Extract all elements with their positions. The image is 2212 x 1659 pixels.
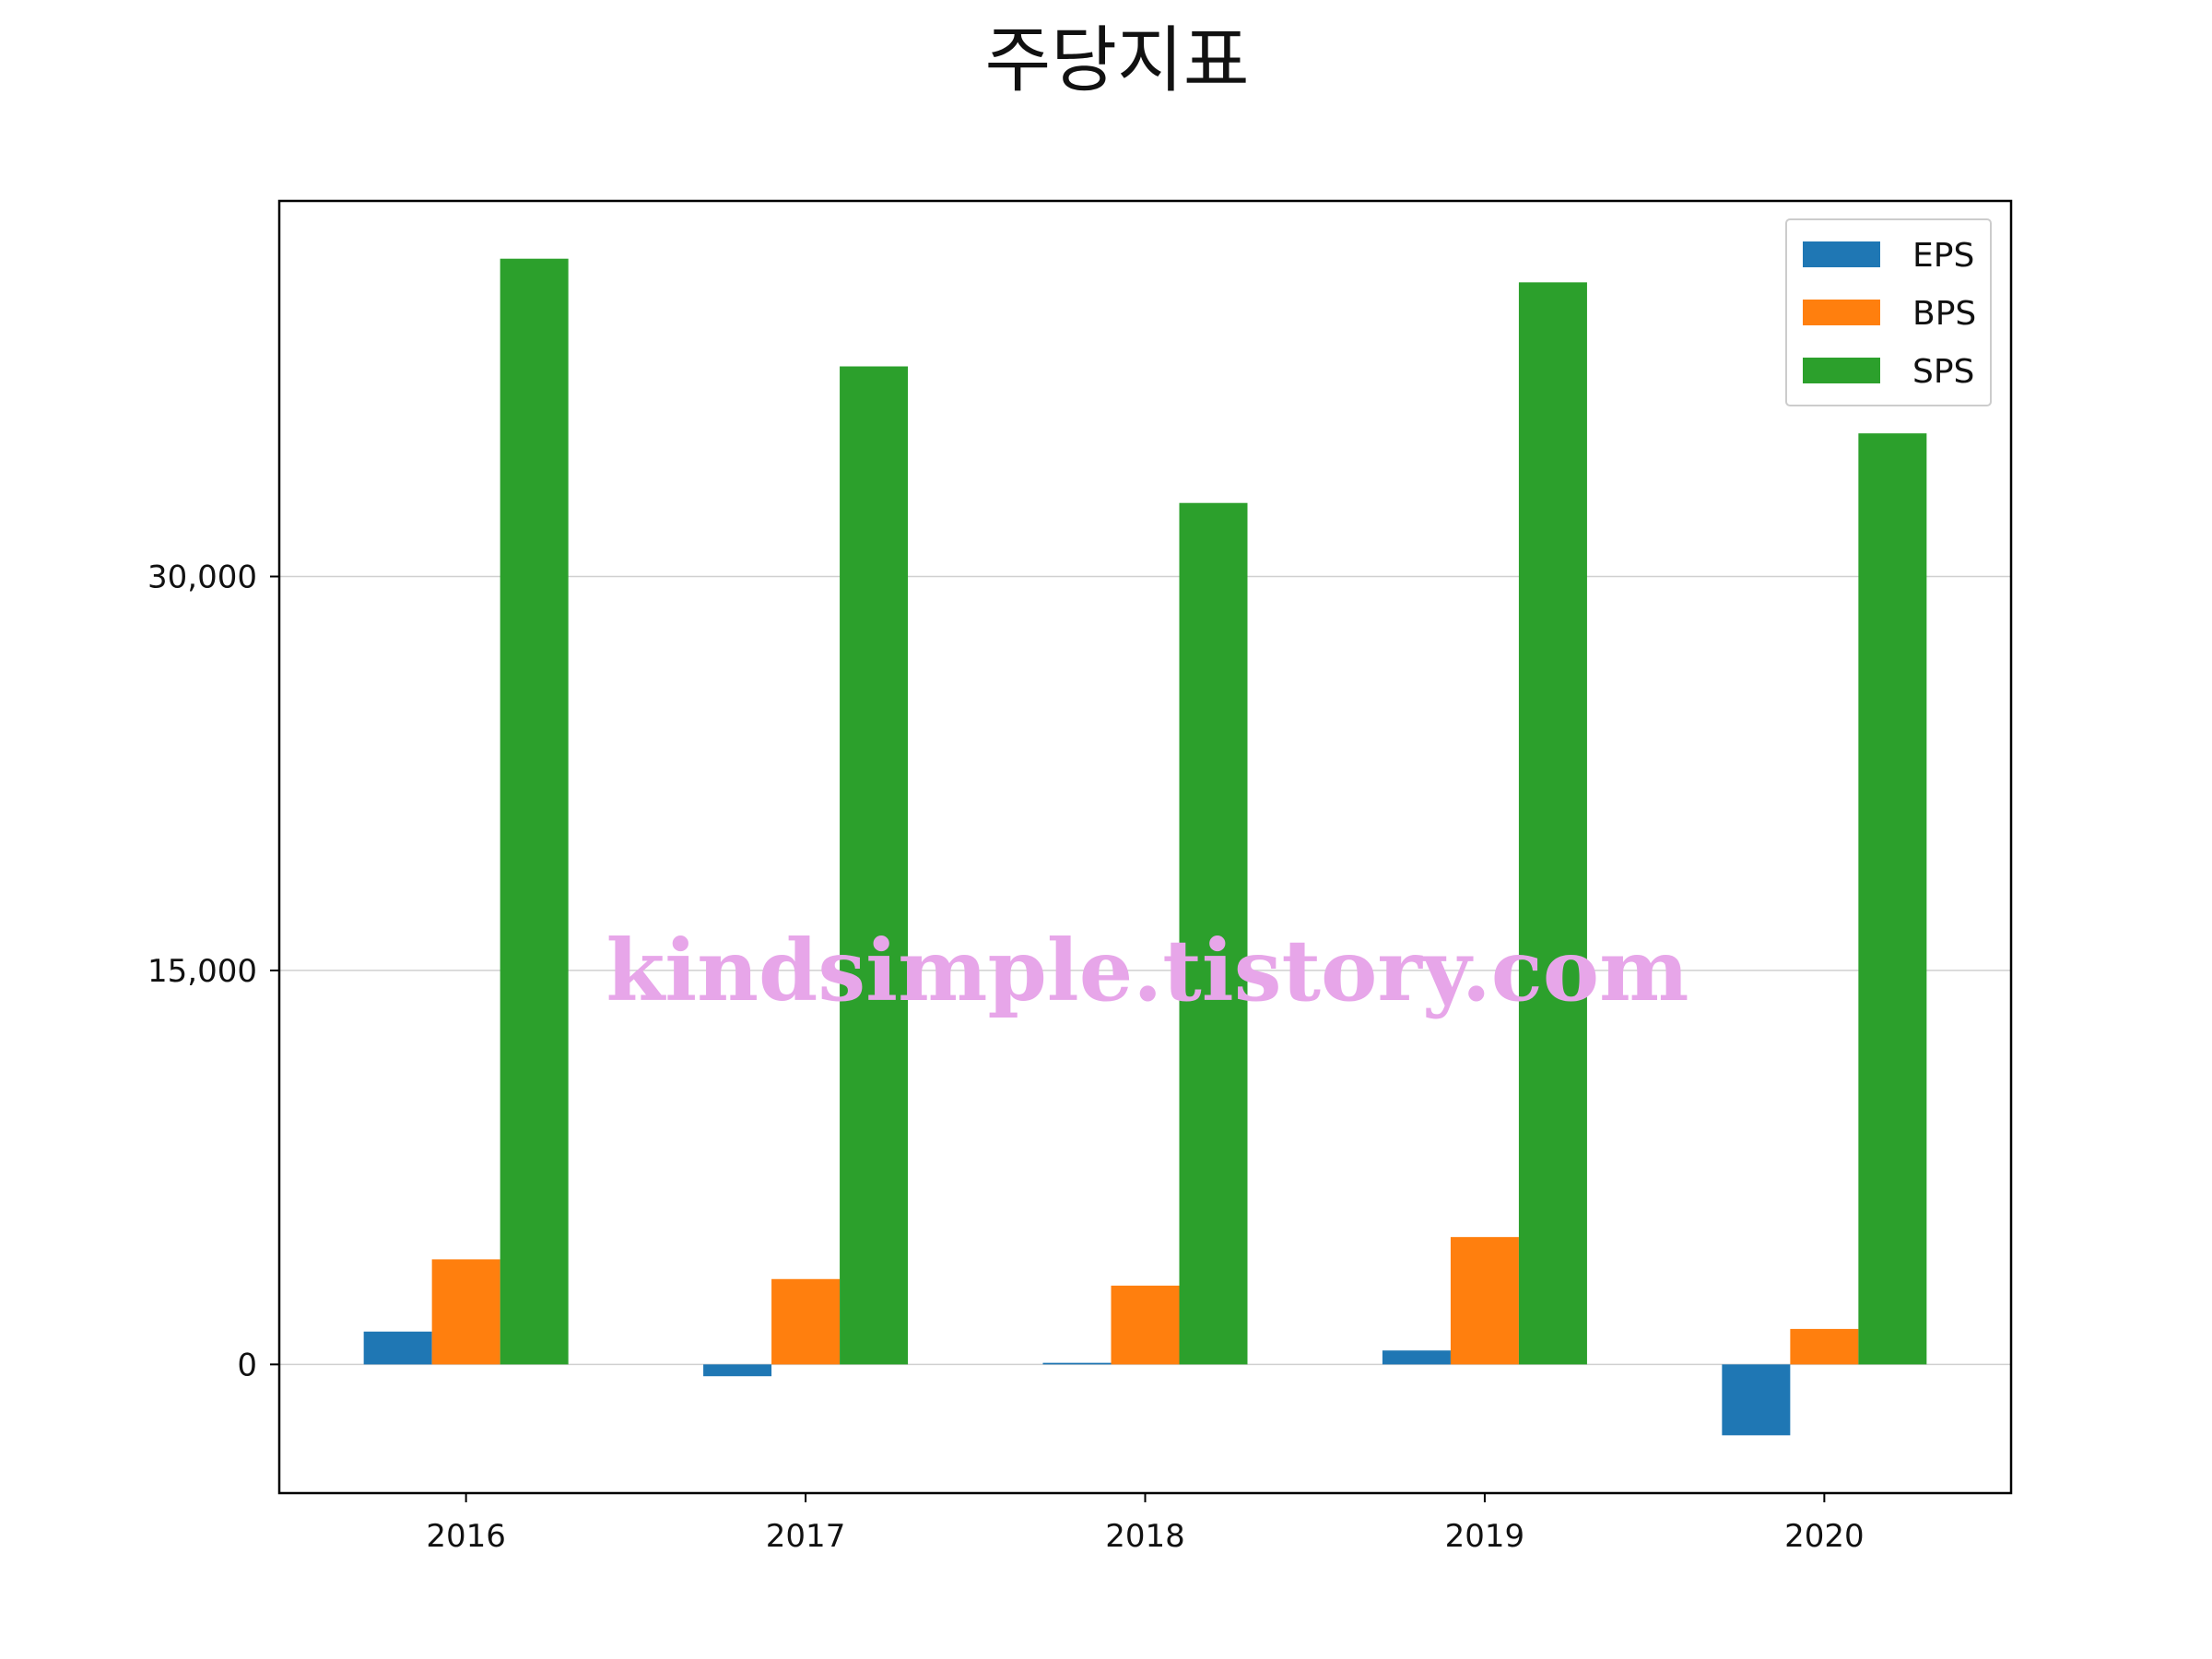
bar-eps-2017 (703, 1364, 772, 1377)
y-tick-label: 15,000 (147, 953, 257, 990)
bar-eps-2020 (1722, 1364, 1791, 1436)
bar-eps-2019 (1382, 1350, 1451, 1365)
bar-sps-2018 (1179, 502, 1248, 1365)
chart-title: 주당지표 (984, 19, 1249, 102)
bars (363, 258, 1927, 1436)
bar-bps-2020 (1790, 1328, 1859, 1365)
legend-swatch-sps (1803, 358, 1880, 383)
x-tick-label: 2018 (1105, 1518, 1185, 1555)
y-axis-ticks: 0 15,000 30,000 (147, 559, 279, 1383)
bar-eps-2018 (1042, 1362, 1112, 1365)
legend-label-bps: BPS (1912, 295, 1976, 333)
x-tick-label: 2016 (426, 1518, 506, 1555)
x-tick-label: 2020 (1784, 1518, 1865, 1555)
bar-bps-2018 (1111, 1285, 1180, 1365)
bar-sps-2020 (1858, 433, 1927, 1365)
legend-swatch-eps (1803, 241, 1880, 267)
y-tick-label: 0 (237, 1347, 257, 1383)
x-axis-ticks: 2016 2017 2018 2019 2020 (426, 1493, 1865, 1555)
x-tick-label: 2019 (1445, 1518, 1525, 1555)
bar-bps-2019 (1450, 1237, 1519, 1365)
bar-eps-2016 (363, 1331, 432, 1365)
legend: EPS BPS SPS (1785, 218, 1992, 406)
bar-sps-2019 (1518, 282, 1587, 1365)
legend-label-eps: EPS (1912, 237, 1974, 275)
watermark-text: kindsimple.tistory.com (606, 921, 1688, 1020)
y-tick-label: 30,000 (147, 559, 257, 595)
legend-swatch-bps (1803, 300, 1880, 325)
bar-sps-2017 (840, 366, 909, 1365)
x-tick-label: 2017 (766, 1518, 846, 1555)
bar-bps-2016 (431, 1259, 500, 1365)
plot-frame (277, 199, 2013, 1495)
bar-bps-2017 (771, 1278, 841, 1365)
bar-sps-2016 (500, 258, 569, 1365)
legend-label-sps: SPS (1912, 353, 1974, 391)
